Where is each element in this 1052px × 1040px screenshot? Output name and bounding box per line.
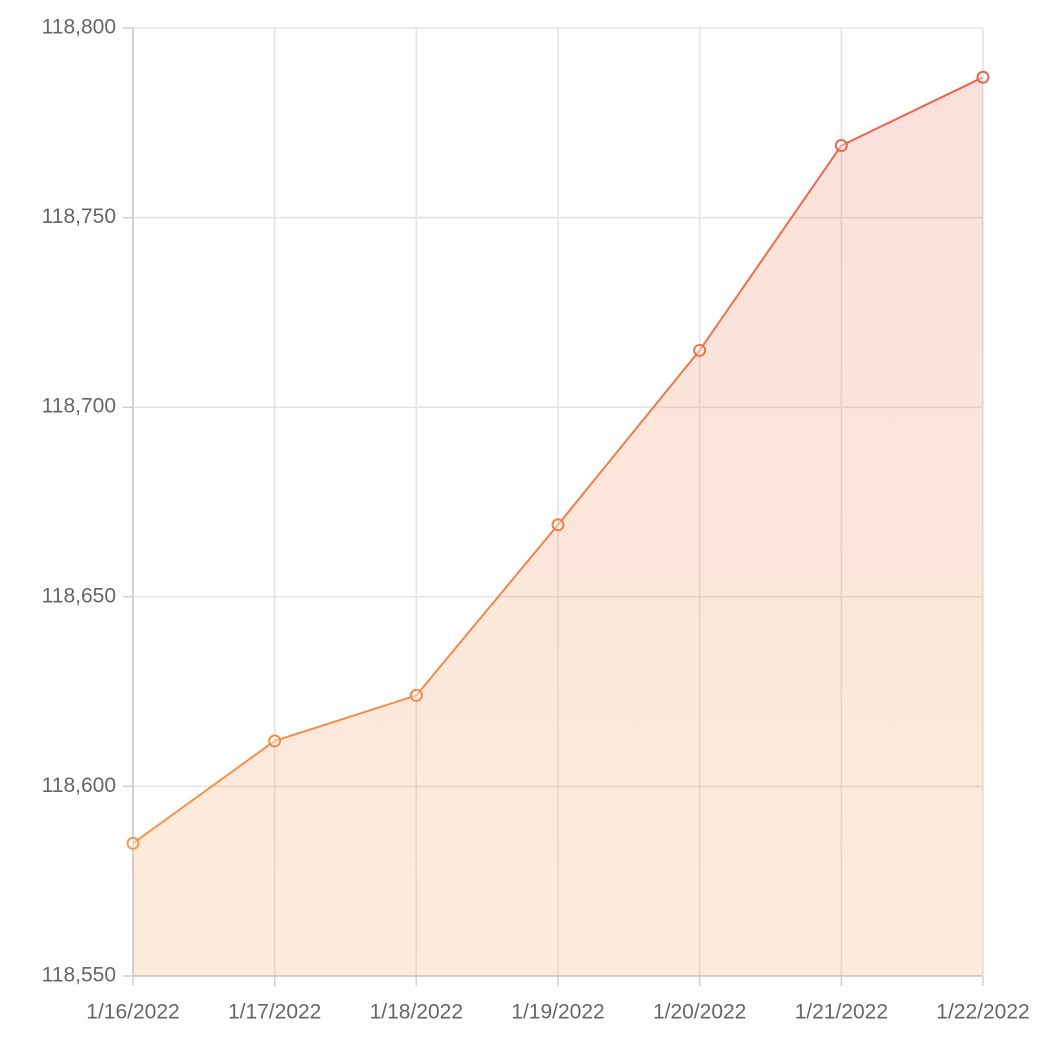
y-tick-label: 118,600 [42, 774, 116, 797]
area-fill [133, 77, 983, 976]
point [551, 518, 565, 532]
x-tick-label: 1/17/2022 [228, 1001, 321, 1024]
point [409, 688, 423, 702]
x-tick-label: 1/18/2022 [370, 1001, 463, 1024]
x-tick-label: 1/19/2022 [511, 1001, 604, 1024]
x-tick-label: 1/22/2022 [936, 1001, 1029, 1024]
point [834, 139, 848, 153]
x-tick-label: 1/16/2022 [86, 1001, 179, 1024]
point [126, 836, 140, 850]
y-tick-label: 118,650 [42, 584, 116, 607]
y-tick-label: 118,550 [42, 964, 116, 987]
x-tick-label: 1/20/2022 [653, 1001, 746, 1024]
line [132, 76, 984, 845]
y-tick-label: 118,700 [42, 395, 116, 418]
y-tick-label: 118,800 [42, 16, 116, 39]
point [976, 70, 990, 84]
x-tick-label: 1/21/2022 [795, 1001, 888, 1024]
point [268, 734, 282, 748]
y-tick-label: 118,750 [42, 205, 116, 228]
point [693, 343, 707, 357]
